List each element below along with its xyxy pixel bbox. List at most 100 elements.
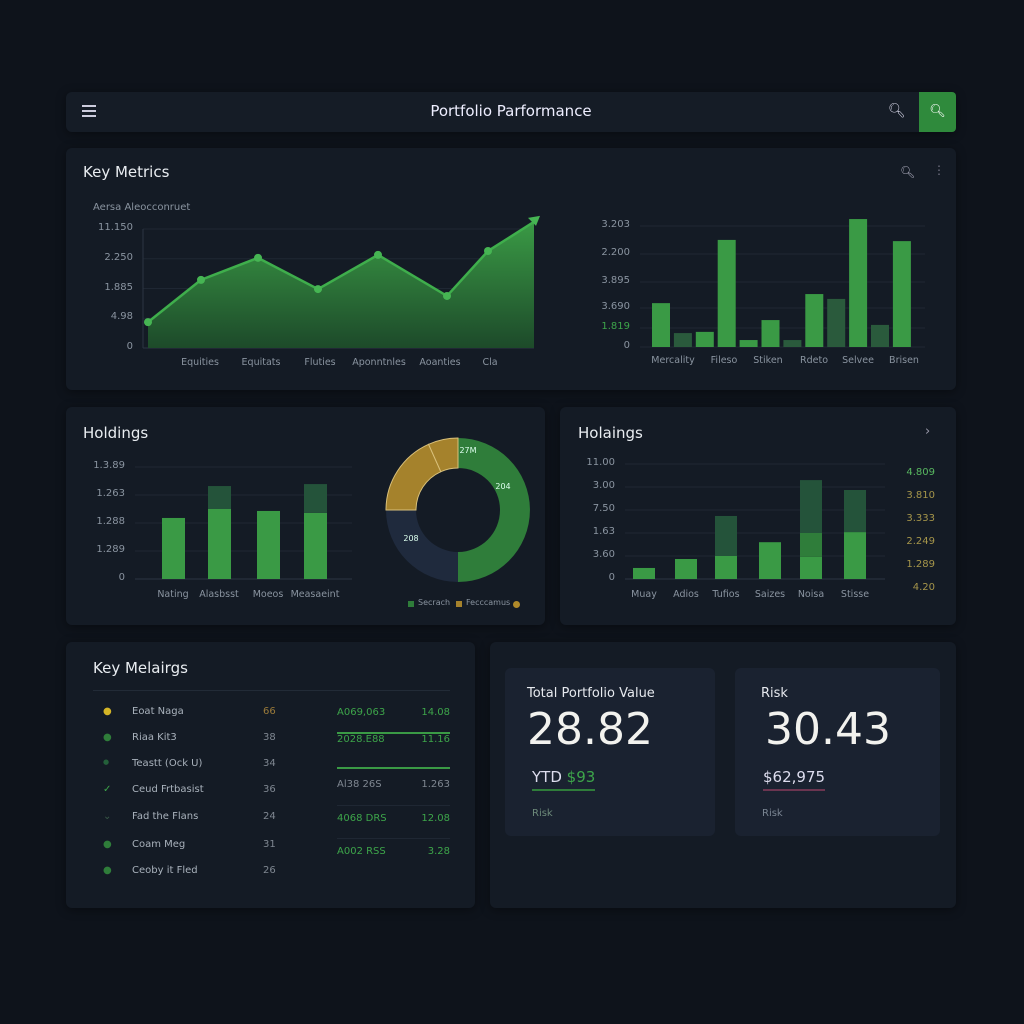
bar-segment[interactable]: [208, 509, 231, 579]
row-divider: [337, 838, 450, 839]
donut-slice[interactable]: [427, 437, 459, 473]
area-fill: [148, 221, 534, 348]
y-tick-label: 11.00: [586, 457, 615, 468]
slice-label: 208: [403, 534, 419, 543]
bar-segment[interactable]: [304, 512, 327, 579]
x-tick-label: Moeos: [252, 589, 284, 600]
bar-segment[interactable]: [633, 567, 655, 579]
bar[interactable]: [805, 294, 824, 347]
card-label: Total Portfolio Value: [527, 686, 655, 701]
dot-icon: ●: [103, 758, 110, 766]
search-icon[interactable]: 🔍︎: [888, 103, 906, 119]
bar[interactable]: [892, 241, 911, 347]
bar-segment[interactable]: [715, 515, 737, 556]
bar-segment[interactable]: [208, 486, 231, 509]
holding-value: 31: [263, 839, 276, 850]
search-icon: 🔍︎: [929, 104, 946, 119]
bar-segment[interactable]: [304, 484, 327, 513]
list-item[interactable]: ● Eoat Naga 66: [93, 705, 293, 723]
y-tick-label: 1.3.89: [93, 460, 125, 471]
list-item[interactable]: ✓ Ceud Frtbasist 36: [93, 783, 293, 801]
x-tick-label: Saizes: [754, 589, 786, 600]
data-point[interactable]: [144, 318, 152, 327]
x-tick-label: Mercality: [651, 355, 695, 366]
data-point[interactable]: [484, 247, 492, 256]
y-tick-label: 0: [608, 572, 615, 583]
y-tick-label: 0: [118, 572, 125, 583]
bar-segment[interactable]: [800, 533, 822, 557]
bar[interactable]: [783, 340, 802, 347]
bar-segment[interactable]: [844, 489, 866, 533]
list-item[interactable]: ● Teastt (Ock U) 34: [93, 757, 293, 775]
risk-card[interactable]: Risk 30.43 $62,975 Risk: [735, 668, 940, 836]
bar[interactable]: [849, 219, 868, 347]
y-tick-label: 2.200: [601, 247, 630, 258]
bar-segment[interactable]: [800, 556, 822, 579]
bar-segment[interactable]: [675, 558, 697, 579]
tag-icon: ●: [103, 839, 112, 850]
hamburger-icon[interactable]: [82, 105, 96, 117]
donut-slice[interactable]: [458, 438, 530, 582]
search-icon[interactable]: 🔍︎: [900, 165, 916, 179]
table-label: A002 RSS: [337, 846, 386, 857]
y-tick-label: 0: [126, 341, 133, 352]
data-point[interactable]: [314, 285, 322, 294]
x-tick-label: Rdeto: [799, 355, 829, 366]
data-point[interactable]: [374, 250, 382, 259]
list-item[interactable]: ● Riaa Kit3 38: [93, 731, 293, 749]
bar[interactable]: [717, 239, 736, 347]
list-item[interactable]: ● Ceoby it Fled 26: [93, 864, 293, 882]
bar-segment[interactable]: [715, 556, 737, 579]
holding-name: Teastt (Ock U): [132, 758, 203, 769]
bar-segment[interactable]: [257, 510, 280, 579]
chevron-right-icon[interactable]: ›: [925, 424, 931, 439]
y-tick-label: 1.289: [96, 544, 125, 555]
bar[interactable]: [871, 324, 889, 347]
y-right-tick-label: 2.249: [906, 536, 935, 547]
donut-slice[interactable]: [386, 510, 458, 582]
total-value-card[interactable]: Total Portfolio Value 28.82 YTD $93 Risk: [505, 668, 715, 836]
slice-label: 204: [495, 482, 511, 491]
y-tick-label: 7.50: [592, 503, 615, 514]
data-point[interactable]: [443, 291, 451, 300]
table-value: 12.08: [421, 813, 450, 824]
row-divider: [337, 805, 450, 806]
table-value: 1.263: [421, 779, 450, 790]
risk-amount: $62,975: [763, 768, 826, 791]
key-holdings-title: Key Melairgs: [93, 659, 188, 677]
holding-value: 36: [263, 784, 276, 795]
more-vertical-icon[interactable]: ⋮: [933, 163, 945, 177]
holding-name: Riaa Kit3: [132, 732, 177, 743]
primary-search-button[interactable]: 🔍︎: [919, 92, 956, 132]
ytd-value: $93: [566, 768, 596, 786]
holding-name: Ceoby it Fled: [132, 865, 198, 876]
bar[interactable]: [695, 331, 714, 347]
y-tick-label: 3.690: [601, 301, 630, 312]
bar[interactable]: [673, 333, 692, 347]
bell-icon: ●: [103, 706, 112, 717]
list-item[interactable]: ● Coam Meg 31: [93, 838, 293, 856]
x-tick-label: Tufios: [712, 589, 740, 600]
bar-segment[interactable]: [759, 542, 781, 579]
bar[interactable]: [827, 298, 846, 347]
holding-value: 34: [263, 758, 276, 769]
list-item[interactable]: ⌄ Fad the Flans 24: [93, 810, 293, 828]
y-tick-label: 2.250: [104, 251, 133, 263]
y-tick-label: 1.263: [96, 488, 125, 499]
dot-icon: ●: [103, 732, 112, 743]
legend-label: Fecccamus: [466, 598, 511, 607]
key-holdings-panel: [66, 642, 475, 908]
data-point[interactable]: [197, 275, 205, 284]
bar[interactable]: [652, 303, 670, 347]
x-tick-label: Nating: [157, 589, 189, 600]
bar[interactable]: [761, 320, 780, 347]
bar[interactable]: [739, 340, 758, 347]
bar-segment[interactable]: [800, 480, 822, 533]
bar-segment[interactable]: [162, 517, 185, 579]
bar-segment[interactable]: [844, 532, 866, 579]
holding-value: 24: [263, 811, 276, 822]
data-point[interactable]: [254, 253, 262, 262]
series-line: [147, 220, 535, 324]
